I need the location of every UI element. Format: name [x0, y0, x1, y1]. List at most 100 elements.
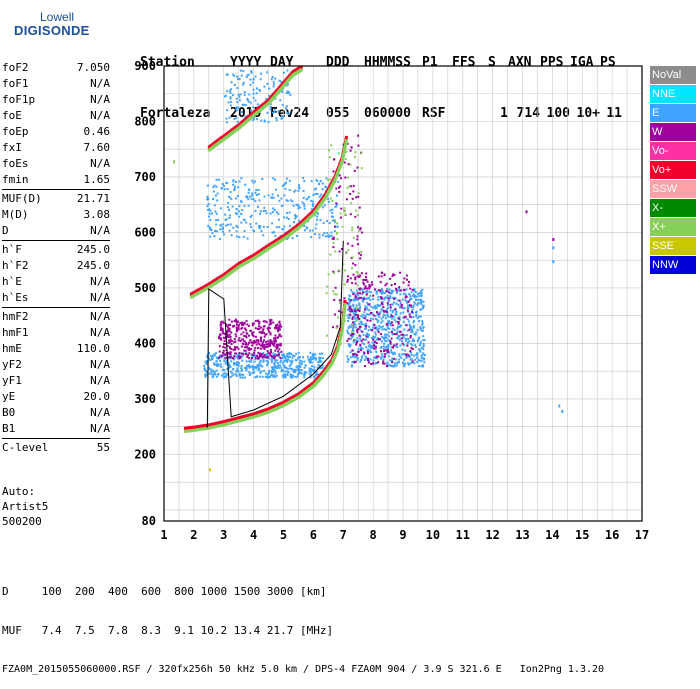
echo-point: [326, 232, 329, 235]
echo-point: [238, 236, 241, 238]
echo-point: [252, 198, 255, 201]
x-tick-label: 9: [399, 528, 406, 542]
polarization-legend: NoVal NNE E W Vo- Vo+ SSW X- X+ SSE NNW: [650, 66, 696, 275]
echo-point: [411, 331, 414, 333]
echo-point: [386, 314, 389, 317]
legend-item: SSE: [650, 237, 696, 255]
legend-item: NNE: [650, 85, 696, 103]
param-name: yE: [2, 390, 16, 403]
echo-point: [383, 273, 386, 276]
echo-point: [227, 362, 230, 365]
echo-point: [376, 362, 378, 364]
echo-point: [348, 294, 351, 297]
param-name: fmin: [2, 173, 29, 186]
echo-point: [262, 360, 265, 363]
echo-point: [313, 188, 316, 191]
echo-point: [359, 296, 362, 299]
echo-point: [357, 192, 360, 195]
echo-point: [392, 344, 395, 347]
echo-point: [348, 316, 351, 319]
echo-point: [274, 97, 277, 100]
echo-point: [351, 226, 354, 229]
echo-point: [401, 353, 404, 356]
echo-point: [309, 351, 312, 354]
echo-point: [273, 108, 276, 111]
echo-point: [247, 198, 250, 201]
echo-point: [225, 181, 228, 184]
echo-point: [367, 350, 369, 353]
echo-point: [253, 341, 256, 344]
param-value: N/A: [90, 422, 110, 435]
echo-point: [367, 348, 370, 351]
echo-point: [378, 312, 381, 315]
echo-point: [205, 355, 208, 358]
echo-point: [318, 352, 321, 355]
echo-point: [211, 232, 214, 235]
echo-point: [368, 313, 371, 316]
echo-point: [358, 309, 361, 312]
echo-point: [329, 178, 332, 181]
echo-point: [248, 93, 251, 96]
profile-line: [206, 240, 344, 428]
echo-point: [372, 363, 375, 366]
echo-point: [316, 193, 319, 195]
echo-point: [360, 330, 363, 333]
echo-point: [288, 364, 291, 367]
echo-point: [356, 316, 359, 319]
echo-point: [352, 184, 355, 187]
echo-point: [409, 324, 412, 327]
echo-point: [408, 328, 411, 331]
echo-point: [250, 226, 253, 229]
echo-point: [373, 343, 376, 346]
echo-point: [266, 226, 269, 228]
echo-point: [321, 364, 324, 367]
echo-point: [357, 309, 360, 312]
echo-point: [242, 323, 245, 326]
echo-point: [351, 291, 354, 294]
echo-point: [389, 303, 392, 306]
echo-point: [278, 328, 281, 331]
echo-point: [247, 365, 250, 367]
echo-point: [236, 327, 239, 330]
echo-point: [235, 230, 238, 233]
echo-point: [354, 360, 357, 363]
echo-point: [288, 352, 291, 354]
echo-point: [363, 287, 366, 290]
echo-point: [249, 83, 252, 86]
echo-point: [398, 338, 401, 341]
file-info-line: FZA0M_2015055060000.RSF / 320fx256h 50 k…: [2, 664, 605, 675]
echo-point: [273, 362, 276, 365]
echo-point: [371, 283, 374, 286]
echo-point: [211, 356, 213, 359]
echo-point: [235, 213, 238, 215]
echo-point: [416, 317, 419, 320]
echo-point: [258, 325, 261, 328]
echo-point: [408, 293, 411, 296]
echo-point: [233, 84, 236, 86]
stray-echo: [552, 238, 555, 241]
echo-point: [226, 330, 229, 333]
echo-point: [347, 275, 349, 278]
echo-point: [207, 202, 210, 205]
echo-point: [380, 346, 383, 349]
echo-point: [368, 284, 371, 286]
echo-point: [242, 331, 245, 334]
echo-point: [353, 322, 355, 325]
echo-point: [344, 269, 347, 272]
echo-point: [378, 324, 381, 327]
param-name: M(D): [2, 208, 29, 221]
echo-point: [272, 340, 275, 343]
echo-point: [351, 331, 354, 333]
echo-point: [379, 291, 382, 294]
echo-point: [321, 352, 323, 355]
echo-point: [374, 348, 377, 351]
echo-point: [293, 355, 296, 357]
echo-point: [248, 341, 250, 344]
echo-point: [278, 333, 281, 336]
echo-point: [420, 365, 423, 368]
echo-point: [230, 320, 233, 323]
echo-point: [258, 354, 261, 357]
echo-point: [367, 336, 370, 338]
echo-point: [357, 195, 360, 198]
echo-point: [420, 357, 423, 360]
